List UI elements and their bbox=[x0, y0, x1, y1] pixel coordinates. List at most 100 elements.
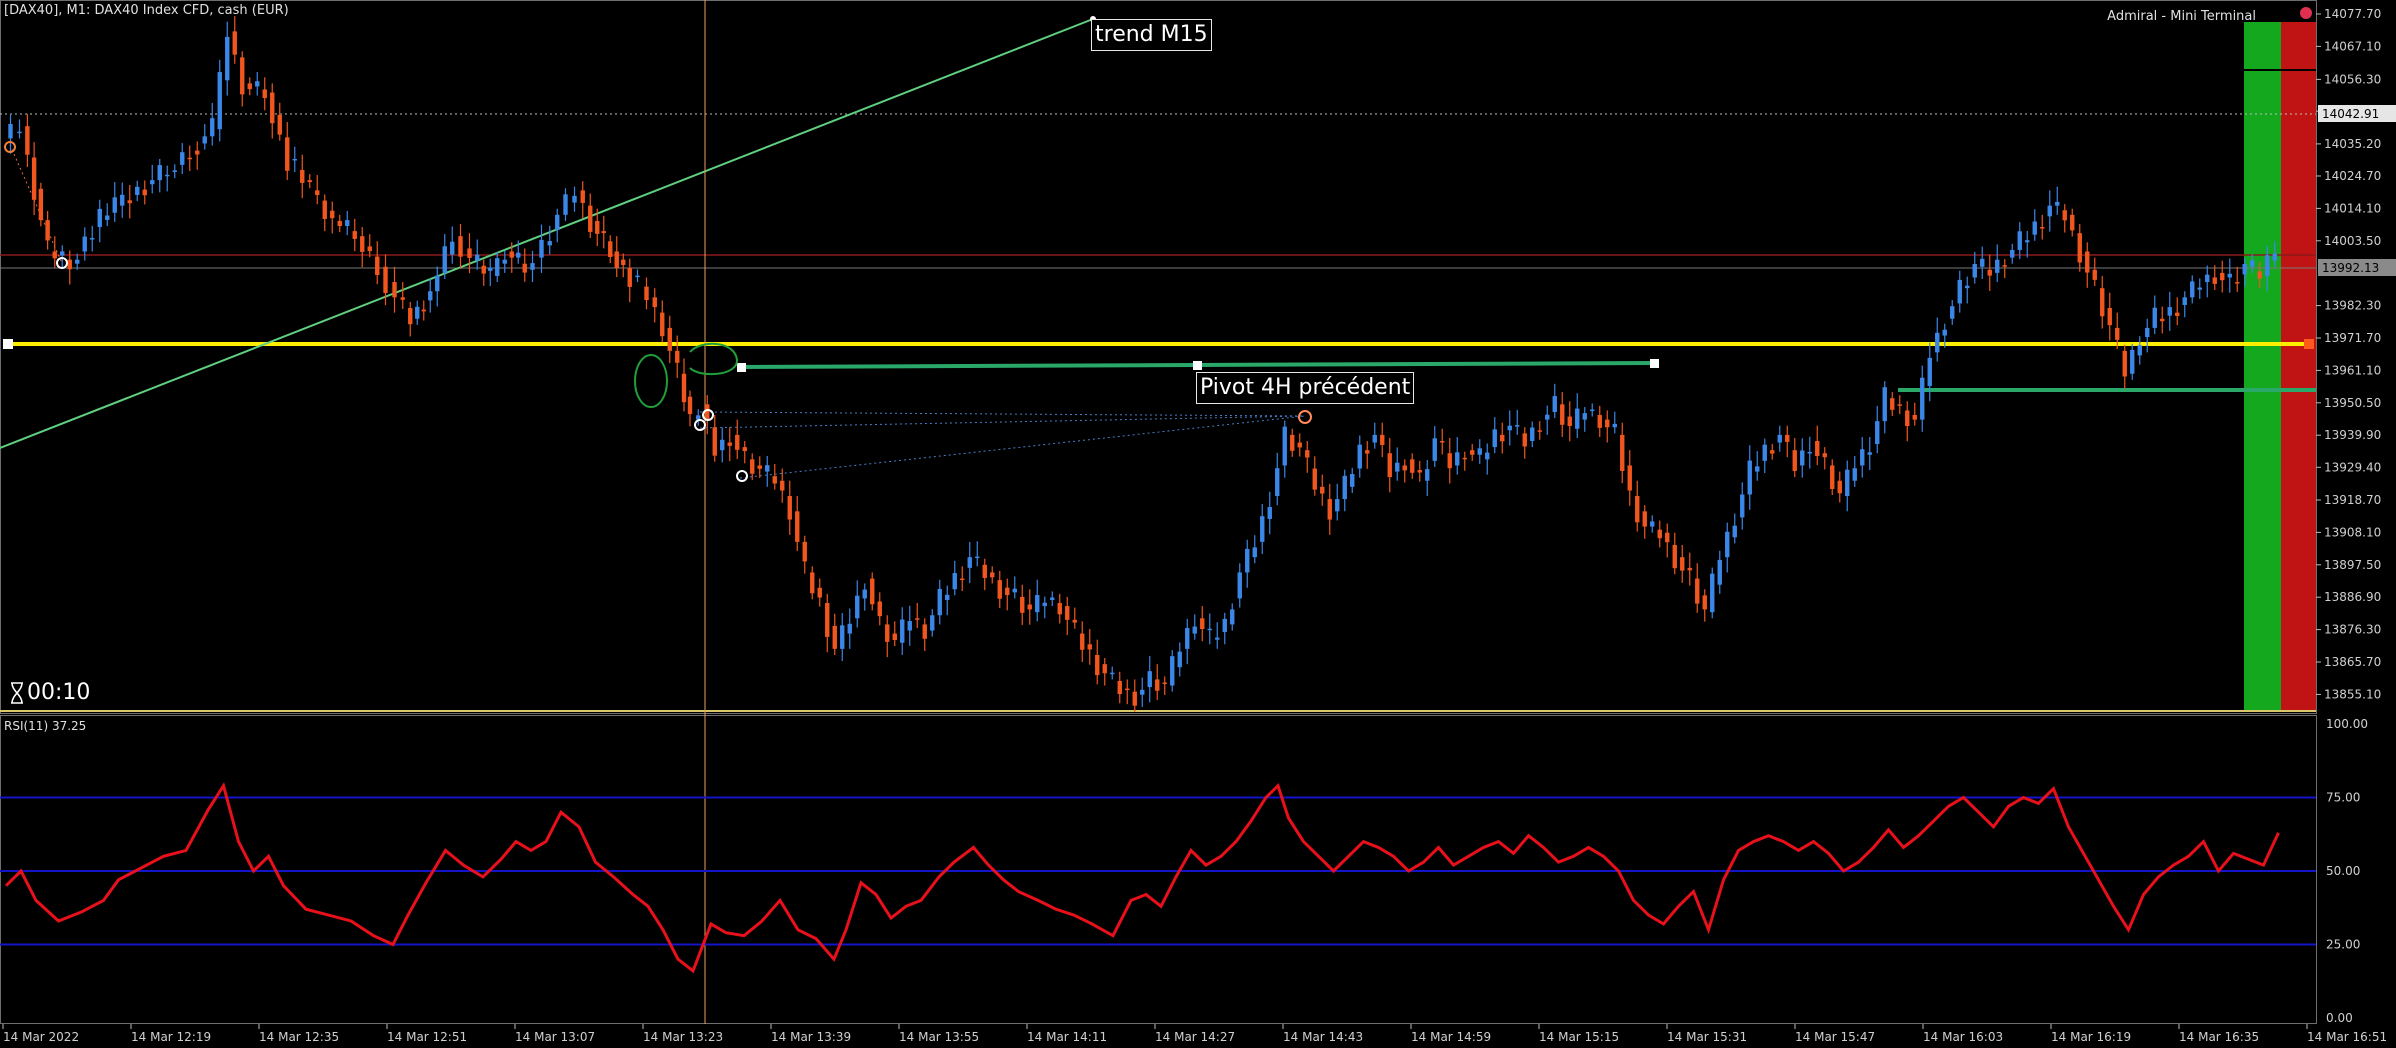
yellow-line-handle-right[interactable] bbox=[2304, 339, 2314, 349]
candle-body bbox=[2017, 231, 2022, 250]
pivot-handle-mid[interactable] bbox=[1193, 361, 1202, 370]
candle-body bbox=[2002, 265, 2007, 267]
candle-body bbox=[765, 465, 770, 472]
candle-body bbox=[2032, 221, 2037, 235]
candle-body bbox=[975, 556, 980, 559]
candle-body bbox=[990, 572, 995, 578]
candle-body bbox=[1620, 434, 1625, 471]
candle-body bbox=[2077, 233, 2082, 263]
candle-body bbox=[1500, 434, 1505, 442]
candle-body bbox=[2085, 251, 2090, 273]
candle-body bbox=[1065, 606, 1070, 620]
brand-icon[interactable] bbox=[2300, 7, 2312, 19]
candle-body bbox=[142, 189, 147, 196]
candle-body bbox=[1680, 557, 1685, 571]
candle-body bbox=[687, 396, 693, 415]
candle-body bbox=[383, 266, 388, 294]
candle-body bbox=[1042, 602, 1047, 607]
candle-body bbox=[720, 439, 725, 451]
candle-body bbox=[892, 633, 897, 640]
trend-m15-label[interactable]: trend M15 bbox=[1091, 19, 1212, 51]
candle-body bbox=[681, 373, 687, 403]
candle-body bbox=[1492, 429, 1497, 448]
candle-body bbox=[810, 572, 815, 594]
candle-body bbox=[352, 231, 357, 239]
candle-body bbox=[105, 215, 110, 220]
candle-body bbox=[2242, 264, 2247, 275]
candle-body bbox=[330, 210, 335, 219]
candle-body bbox=[1462, 457, 1467, 460]
candle-body bbox=[2040, 227, 2045, 229]
candle-body bbox=[1935, 332, 1940, 353]
rsi-tick-label: 0.00 bbox=[2326, 1011, 2353, 1025]
candle-body bbox=[322, 200, 327, 219]
price-tick-label: 14024.70 bbox=[2324, 169, 2381, 183]
candle-body bbox=[292, 158, 297, 161]
candle-body bbox=[2137, 345, 2142, 356]
candle-body bbox=[1312, 468, 1317, 490]
yellow-line-handle-left[interactable] bbox=[3, 339, 13, 349]
candle-body bbox=[1162, 682, 1167, 684]
candle-body bbox=[1207, 628, 1212, 631]
time-tick-label: 14 Mar 15:31 bbox=[1667, 1030, 1747, 1044]
candle-body bbox=[285, 137, 290, 171]
candle-body bbox=[1867, 452, 1872, 455]
main-panel-frame bbox=[0, 0, 2317, 714]
candle-body bbox=[1537, 430, 1542, 432]
time-tick-label: 14 Mar 2022 bbox=[3, 1030, 79, 1044]
candle-body bbox=[270, 92, 275, 124]
candle-body bbox=[1477, 448, 1482, 455]
candle-body bbox=[885, 624, 890, 642]
trend-m15-line[interactable] bbox=[0, 18, 1094, 449]
price-tick-label: 13950.50 bbox=[2324, 396, 2381, 410]
candle-body bbox=[2025, 240, 2030, 243]
candle-body bbox=[1522, 433, 1527, 447]
candle-body bbox=[1710, 573, 1715, 613]
candle-body bbox=[652, 297, 657, 308]
candle-body bbox=[300, 169, 305, 183]
candle-body bbox=[1132, 691, 1137, 706]
candle-body bbox=[202, 136, 207, 144]
candle-body bbox=[1770, 450, 1775, 454]
candle-body bbox=[1762, 444, 1767, 461]
candle-body bbox=[1275, 468, 1280, 497]
candle-body bbox=[2100, 288, 2105, 317]
candle-body bbox=[1050, 597, 1055, 600]
pivot-handle-left[interactable] bbox=[737, 363, 746, 372]
trade-markers bbox=[4, 141, 1312, 482]
candle-body bbox=[2175, 312, 2180, 316]
rsi-line bbox=[4, 782, 2280, 974]
price-tick-label: 13886.90 bbox=[2324, 590, 2381, 604]
candle-body bbox=[187, 157, 192, 160]
candle-body bbox=[307, 180, 312, 183]
candle-body bbox=[157, 165, 162, 181]
candle-body bbox=[2227, 273, 2232, 278]
candle-body bbox=[1777, 434, 1782, 443]
candle-body bbox=[408, 308, 413, 325]
price-tick-label: 13908.10 bbox=[2324, 525, 2381, 539]
candle-body bbox=[1665, 532, 1670, 543]
candle-body bbox=[1972, 264, 1977, 278]
pivot-4h-label[interactable]: Pivot 4H précédent bbox=[1196, 372, 1415, 404]
candle-body bbox=[675, 350, 680, 363]
candle-body bbox=[475, 254, 480, 261]
candle-body bbox=[90, 238, 95, 240]
candle-body bbox=[112, 197, 117, 213]
candle-body bbox=[345, 220, 350, 227]
hand-drawn-marks bbox=[634, 342, 739, 408]
pivot-handle-right[interactable] bbox=[1650, 359, 1659, 368]
candle-body bbox=[825, 603, 830, 637]
candle-body bbox=[1987, 269, 1992, 276]
candle-body bbox=[787, 496, 792, 520]
candle-body bbox=[210, 118, 215, 137]
rsi-tick-label: 50.00 bbox=[2326, 864, 2360, 878]
candle-body bbox=[1650, 521, 1655, 527]
price-axis: 14077.7014067.1014056.3014045.9014035.20… bbox=[2316, 7, 2381, 701]
candle-body bbox=[367, 246, 372, 252]
candle-body bbox=[400, 297, 405, 300]
candle-body bbox=[1140, 689, 1145, 695]
candle-body bbox=[588, 205, 593, 232]
candle-body bbox=[1687, 567, 1692, 571]
candle-body bbox=[1402, 465, 1407, 471]
